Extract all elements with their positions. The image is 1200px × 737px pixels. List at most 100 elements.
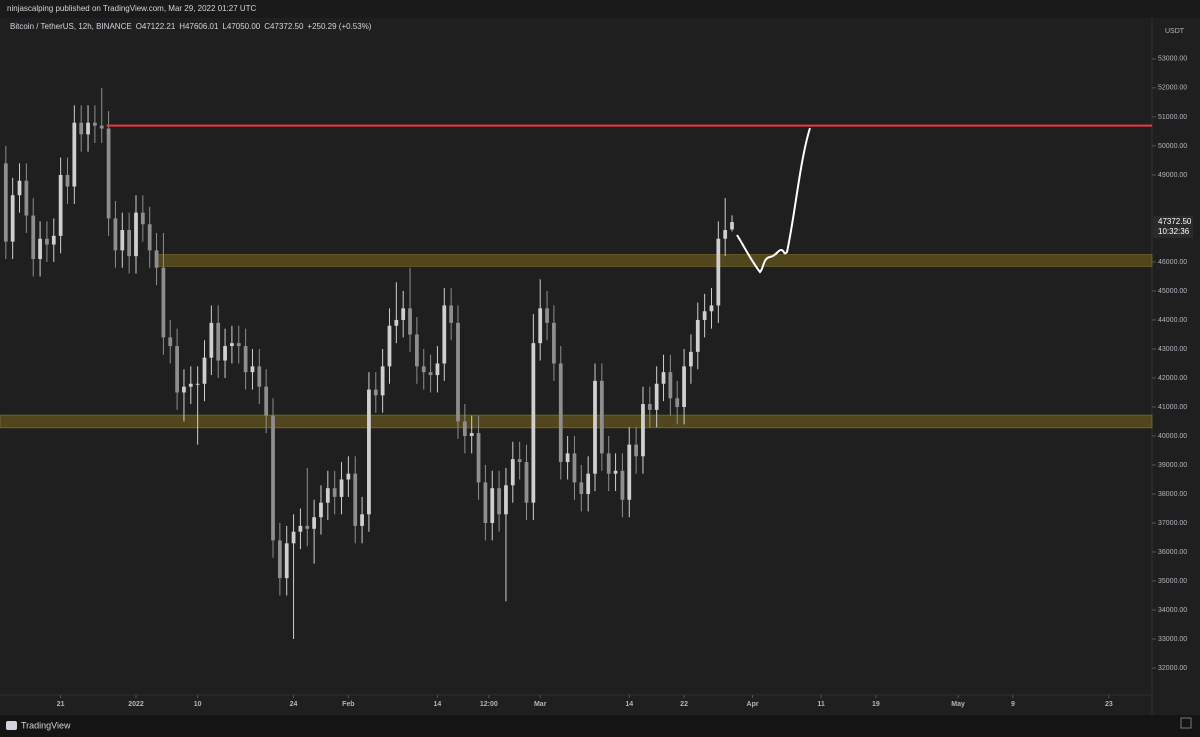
- x-tick-label: 22: [680, 701, 688, 708]
- candle-body: [730, 222, 734, 230]
- candle-body: [558, 363, 563, 463]
- candle-body: [188, 383, 193, 387]
- y-tick-label: 49000.00: [1158, 172, 1187, 179]
- candle-body: [483, 482, 488, 523]
- candle-body: [586, 473, 591, 494]
- candle-body: [312, 517, 317, 529]
- candle-body: [24, 180, 29, 216]
- candle-body: [325, 488, 330, 503]
- candle-body: [565, 453, 570, 463]
- candle-body: [99, 125, 104, 129]
- candle-body: [716, 238, 721, 306]
- candle-body: [243, 346, 248, 373]
- candle-body: [353, 473, 358, 526]
- candle-body: [216, 322, 221, 361]
- x-tick-label: 12:00: [480, 701, 498, 708]
- candle-body: [524, 462, 529, 503]
- candle-body: [545, 308, 549, 323]
- bottom-bar: [0, 715, 1200, 737]
- x-tick-label: 14: [434, 701, 442, 708]
- x-tick-label: 19: [872, 701, 880, 708]
- last-price-box: [1153, 216, 1193, 238]
- candle-body: [120, 230, 125, 251]
- candle-body: [723, 230, 728, 239]
- candle-body: [627, 444, 632, 500]
- candle-body: [305, 525, 310, 529]
- y-tick-label: 51000.00: [1158, 114, 1187, 121]
- candle-body: [634, 444, 639, 457]
- x-tick-label: 14: [625, 701, 633, 708]
- header-value: L47050.00: [222, 22, 260, 31]
- candle-body: [490, 488, 495, 523]
- candle-body: [421, 366, 426, 373]
- y-tick-label: 42000.00: [1158, 375, 1187, 382]
- candle-body: [675, 398, 680, 407]
- x-tick-label: 21: [57, 701, 65, 708]
- candle-body: [661, 372, 666, 384]
- y-tick-label: 38000.00: [1158, 491, 1187, 498]
- candle-body: [641, 404, 645, 457]
- candle-body: [161, 267, 166, 338]
- x-tick-label: May: [951, 701, 965, 708]
- x-tick-label: 9: [1011, 701, 1015, 708]
- candle-body: [531, 343, 536, 503]
- candle-body: [257, 366, 262, 387]
- brand: TradingView: [21, 720, 71, 730]
- candle-body: [647, 404, 652, 410]
- x-tick-label: 24: [290, 701, 298, 708]
- candle-body: [140, 212, 145, 225]
- candle-body: [38, 238, 42, 260]
- candle-body: [113, 218, 118, 251]
- x-tick-label: Mar: [534, 701, 547, 708]
- candle-body: [462, 421, 467, 436]
- legend: Bitcoin / TetherUS, 12h, BINANCE O47122.…: [10, 22, 372, 31]
- candle-body: [17, 180, 22, 196]
- candle-body: [408, 308, 412, 335]
- candle-body: [79, 122, 84, 135]
- candle-body: [682, 366, 686, 407]
- candle-body: [65, 174, 70, 187]
- y-tick-label: 52000.00: [1158, 85, 1187, 92]
- candle-body: [695, 319, 700, 352]
- candle-body: [613, 470, 618, 474]
- candle-body: [504, 485, 508, 515]
- candle-body: [168, 337, 173, 347]
- candle-body: [195, 383, 200, 385]
- candle-body: [456, 322, 460, 422]
- candle-body: [401, 308, 406, 320]
- last-price: 47372.50: [1158, 217, 1192, 226]
- x-tick-label: Apr: [747, 701, 759, 708]
- x-tick-label: 23: [1105, 701, 1113, 708]
- x-tick-label: 2022: [128, 701, 144, 708]
- candle-body: [72, 122, 77, 187]
- candle-body: [702, 311, 707, 320]
- candle-body: [31, 215, 36, 260]
- candle-body: [360, 514, 364, 526]
- candle-body: [182, 386, 186, 393]
- candle-body: [606, 453, 611, 474]
- candle-body: [319, 502, 323, 518]
- candle-body: [668, 372, 673, 399]
- candle-body: [442, 305, 447, 364]
- candle-body: [510, 459, 515, 486]
- published: ninjascalping published on TradingView.c…: [7, 4, 257, 13]
- candle-body: [380, 366, 385, 396]
- x-tick-label: 11: [817, 701, 825, 708]
- candle-body: [223, 346, 227, 361]
- candle-body: [298, 525, 303, 532]
- candle-body: [572, 453, 577, 483]
- candle-body: [469, 433, 474, 436]
- candle-body: [209, 322, 214, 358]
- y-tick-label: 43000.00: [1158, 346, 1187, 353]
- candle-body: [339, 479, 344, 497]
- candle-body: [367, 389, 371, 515]
- settings-icon[interactable]: [1180, 717, 1192, 729]
- candle-body: [3, 163, 8, 242]
- candle-body: [45, 238, 49, 245]
- candle-body: [93, 122, 97, 126]
- x-tick-label: Feb: [342, 701, 354, 708]
- y-tick-label: 35000.00: [1158, 578, 1187, 585]
- y-tick-label: 41000.00: [1158, 404, 1187, 411]
- candle-body: [497, 488, 501, 515]
